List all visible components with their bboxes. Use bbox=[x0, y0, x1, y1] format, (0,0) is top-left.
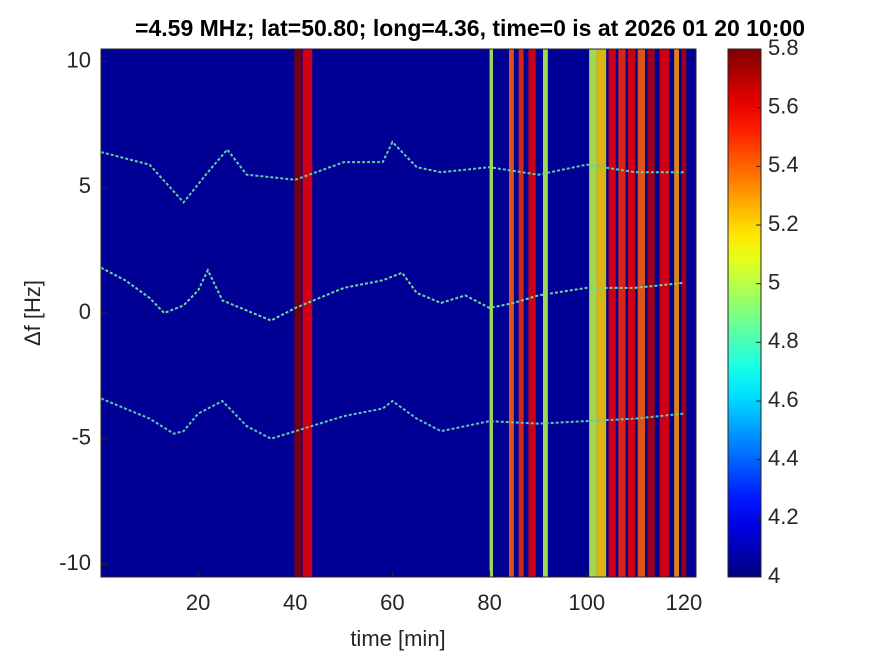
y-tick-label: 5 bbox=[79, 173, 91, 198]
interference-band bbox=[674, 49, 679, 577]
colorbar-tick-label: 4.4 bbox=[768, 445, 799, 470]
x-tick-label: 100 bbox=[568, 590, 605, 615]
interference-band bbox=[681, 49, 687, 577]
interference-band bbox=[647, 49, 655, 577]
x-tick-label: 20 bbox=[186, 590, 210, 615]
interference-band bbox=[596, 49, 607, 577]
interference-band bbox=[302, 49, 313, 577]
doppler-trace bbox=[101, 397, 684, 440]
interference-band bbox=[589, 49, 597, 577]
interference-band bbox=[294, 49, 302, 577]
colorbar-tick-label: 4.8 bbox=[768, 328, 799, 353]
chart-title: =4.59 MHz; lat=50.80; long=4.36, time=0 … bbox=[135, 15, 805, 41]
x-tick-label: 60 bbox=[380, 590, 404, 615]
interference-band bbox=[528, 49, 536, 577]
doppler-trace bbox=[101, 140, 684, 204]
interference-band bbox=[543, 49, 548, 577]
colorbar-tick-label: 5.4 bbox=[768, 152, 799, 177]
interference-band bbox=[518, 49, 524, 577]
x-tick-label: 120 bbox=[665, 590, 702, 615]
y-tick-label: -5 bbox=[71, 425, 91, 450]
colorbar-tick-label: 4.2 bbox=[768, 504, 799, 529]
colorbar bbox=[727, 48, 762, 578]
interference-band bbox=[618, 49, 626, 577]
y-axis-label: Δf [Hz] bbox=[20, 280, 45, 346]
interference-band bbox=[509, 49, 514, 577]
colorbar-tick-label: 5.8 bbox=[768, 35, 799, 60]
interference-band bbox=[608, 49, 616, 577]
doppler-trace bbox=[101, 266, 684, 322]
colorbar-tick-label: 5 bbox=[768, 269, 780, 294]
y-tick-label: -10 bbox=[59, 550, 91, 575]
interference-band bbox=[489, 49, 493, 577]
interference-band bbox=[628, 49, 636, 577]
colorbar-tick-label: 4.6 bbox=[768, 387, 799, 412]
x-tick-label: 80 bbox=[477, 590, 501, 615]
y-tick-label: 0 bbox=[79, 299, 91, 324]
colorbar-tick-label: 5.2 bbox=[768, 211, 799, 236]
x-axis-label: time [min] bbox=[350, 626, 445, 651]
colorbar-tick-label: 4 bbox=[768, 563, 780, 588]
interference-band bbox=[659, 49, 670, 577]
y-tick-label: 10 bbox=[67, 47, 91, 72]
x-tick-label: 40 bbox=[283, 590, 307, 615]
interference-band bbox=[637, 49, 645, 577]
plot-area bbox=[101, 49, 687, 577]
colorbar-tick-label: 5.6 bbox=[768, 93, 799, 118]
plot-background bbox=[101, 49, 696, 577]
